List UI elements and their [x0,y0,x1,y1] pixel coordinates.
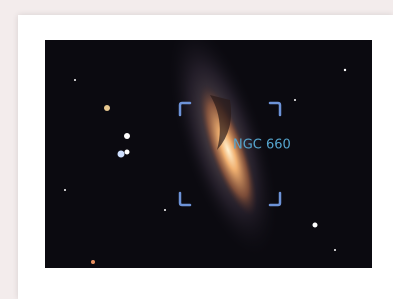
galaxy-image: NGC 660 [45,40,372,268]
star [313,223,318,228]
star [104,105,110,111]
star [344,69,346,71]
object-label: NGC 660 [233,138,291,153]
star [124,133,130,139]
star [64,189,66,191]
star [125,150,130,155]
star [118,151,125,158]
star [164,209,166,211]
star [334,249,336,251]
star [91,260,95,264]
star [74,79,76,81]
star [294,99,296,101]
page: NGC 660 (() => { const data = JSON.parse… [0,0,393,299]
